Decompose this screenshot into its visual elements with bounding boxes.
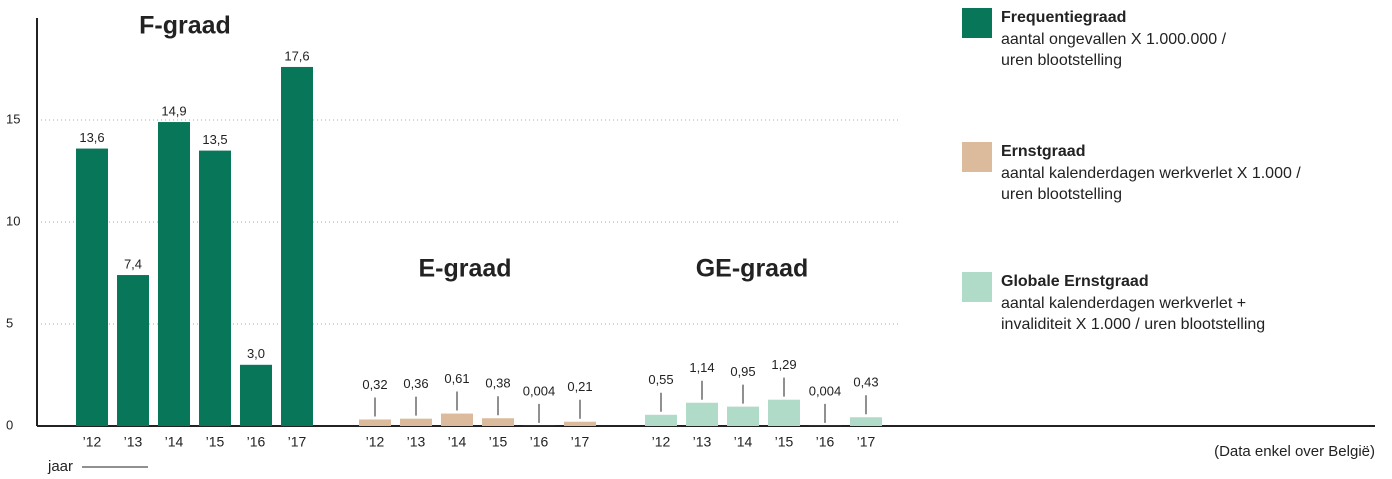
- x-tick-label: ’13: [124, 434, 143, 450]
- x-tick-label: ’14: [165, 434, 184, 450]
- group-title: E-graad: [418, 255, 511, 283]
- x-tick-label: ’14: [448, 434, 467, 450]
- bar: [359, 419, 391, 426]
- x-tick-label: ’12: [366, 434, 385, 450]
- x-tick-label: ’13: [693, 434, 712, 450]
- value-label: 13,5: [202, 132, 227, 147]
- value-label: 17,6: [284, 48, 309, 63]
- legend-description: invaliditeit X 1.000 / uren blootstellin…: [1001, 316, 1265, 333]
- bar: [564, 421, 596, 426]
- y-tick-label: 5: [6, 315, 13, 330]
- bar: [768, 399, 800, 426]
- group-title: F-graad: [139, 12, 231, 40]
- value-label: 3,0: [247, 346, 265, 361]
- legend-description: uren blootstelling: [1001, 52, 1122, 69]
- y-tick-label: 15: [6, 111, 20, 126]
- bar: [199, 150, 231, 426]
- value-label: 0,004: [523, 383, 556, 398]
- bar: [645, 414, 677, 426]
- legend-swatch: [962, 142, 992, 172]
- value-label: 7,4: [124, 256, 142, 271]
- bar: [441, 413, 473, 426]
- x-tick-label: ’17: [571, 434, 590, 450]
- legend-name: Ernstgraad: [1001, 143, 1085, 160]
- bar: [76, 148, 108, 426]
- bar: [281, 66, 313, 427]
- legend-swatch: [962, 8, 992, 38]
- footnote: (Data enkel over België): [1214, 443, 1375, 460]
- value-label: 1,29: [771, 357, 796, 372]
- legend-name: Frequentiegraad: [1001, 9, 1126, 26]
- x-axis-label: jaar: [47, 458, 73, 475]
- bar: [117, 275, 149, 426]
- value-label: 14,9: [161, 103, 186, 118]
- x-tick-label: ’12: [652, 434, 671, 450]
- value-label: 0,61: [444, 371, 469, 386]
- x-tick-label: ’13: [407, 434, 426, 450]
- value-label: 0,55: [648, 372, 673, 387]
- bar: [400, 418, 432, 426]
- x-tick-label: ’15: [775, 434, 794, 450]
- y-tick-label: 10: [6, 213, 20, 228]
- value-label: 0,36: [403, 376, 428, 391]
- value-label: 13,6: [79, 130, 104, 145]
- legend-description: aantal kalenderdagen werkverlet X 1.000 …: [1001, 165, 1301, 182]
- x-tick-label: ’16: [247, 434, 266, 450]
- value-label: 0,21: [567, 379, 592, 394]
- x-tick-label: ’15: [206, 434, 225, 450]
- value-label: 1,14: [689, 360, 714, 375]
- x-tick-label: ’16: [530, 434, 549, 450]
- x-tick-label: ’16: [816, 434, 835, 450]
- x-tick-label: ’15: [489, 434, 508, 450]
- legend-description: aantal ongevallen X 1.000.000 /: [1001, 31, 1227, 48]
- x-tick-label: ’17: [288, 434, 307, 450]
- bar: [727, 406, 759, 426]
- bar: [158, 122, 190, 426]
- value-label: 0,95: [730, 364, 755, 379]
- value-label: 0,38: [485, 376, 510, 391]
- bar: [686, 402, 718, 426]
- bar: [482, 418, 514, 426]
- legend-swatch: [962, 272, 992, 302]
- y-tick-label: 0: [6, 417, 13, 432]
- x-tick-label: ’12: [83, 434, 102, 450]
- value-label: 0,32: [362, 377, 387, 392]
- legend-description: uren blootstelling: [1001, 186, 1122, 203]
- group-title: GE-graad: [696, 255, 809, 283]
- x-tick-label: ’14: [734, 434, 753, 450]
- x-tick-label: ’17: [857, 434, 876, 450]
- bar: [850, 417, 882, 426]
- bar: [240, 364, 272, 426]
- value-label: 0,43: [853, 375, 878, 390]
- legend-name: Globale Ernstgraad: [1001, 273, 1149, 290]
- value-label: 0,004: [809, 383, 842, 398]
- legend-description: aantal kalenderdagen werkverlet +: [1001, 295, 1246, 312]
